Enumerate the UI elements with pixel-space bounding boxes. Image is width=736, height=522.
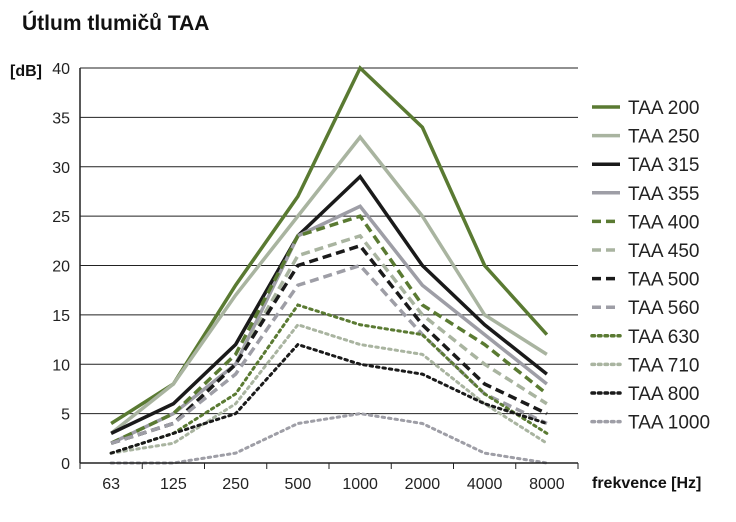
legend-label: TAA 315 bbox=[628, 155, 699, 176]
y-tick-label: 20 bbox=[52, 259, 70, 276]
y-tick-label: 35 bbox=[52, 110, 70, 127]
x-tick-label: 500 bbox=[285, 476, 312, 493]
x-tick-label: 63 bbox=[102, 476, 120, 493]
x-tick-label: 2000 bbox=[405, 476, 441, 493]
series-line-taa-500 bbox=[110, 243, 548, 445]
legend-label: TAA 250 bbox=[628, 127, 699, 148]
y-tick-label: 0 bbox=[61, 456, 70, 473]
legend-label: TAA 630 bbox=[628, 327, 699, 348]
legend-label: TAA 800 bbox=[628, 384, 699, 405]
series-line-taa-400 bbox=[110, 214, 548, 445]
x-tick-label: 8000 bbox=[529, 476, 565, 493]
chart-title: Útlum tlumičů TAA bbox=[22, 12, 210, 35]
y-tick-label: 10 bbox=[52, 357, 70, 374]
x-axis-label: frekvence [Hz] bbox=[592, 475, 701, 492]
x-tick-label: 1000 bbox=[342, 476, 378, 493]
series-line-taa-250 bbox=[110, 134, 548, 435]
y-tick-label: 40 bbox=[52, 61, 70, 78]
x-tick-label: 125 bbox=[160, 476, 187, 493]
legend-label: TAA 500 bbox=[628, 270, 699, 291]
y-tick-label: 15 bbox=[52, 308, 70, 325]
y-axis-label: [dB] bbox=[10, 63, 42, 80]
x-tick-label: 250 bbox=[222, 476, 249, 493]
x-tick-label: 4000 bbox=[467, 476, 503, 493]
legend-label: TAA 355 bbox=[628, 184, 699, 205]
series-line-taa-710 bbox=[109, 323, 549, 455]
series-line-taa-450 bbox=[110, 233, 548, 445]
series-line-taa-1000 bbox=[109, 412, 549, 465]
y-tick-label: 5 bbox=[61, 407, 70, 424]
legend-label: TAA 450 bbox=[628, 241, 699, 262]
legend-label: TAA 200 bbox=[628, 98, 699, 119]
series-line-taa-355 bbox=[110, 204, 548, 445]
series-line-taa-800 bbox=[109, 342, 549, 455]
legend-label: TAA 560 bbox=[628, 298, 699, 319]
y-tick-label: 25 bbox=[52, 209, 70, 226]
series-line-taa-630 bbox=[109, 303, 549, 455]
series-line-taa-315 bbox=[110, 173, 548, 435]
y-tick-label: 30 bbox=[52, 160, 70, 177]
legend-label: TAA 400 bbox=[628, 212, 699, 233]
legend-label: TAA 710 bbox=[628, 355, 699, 376]
legend-label: TAA 1000 bbox=[628, 413, 710, 434]
